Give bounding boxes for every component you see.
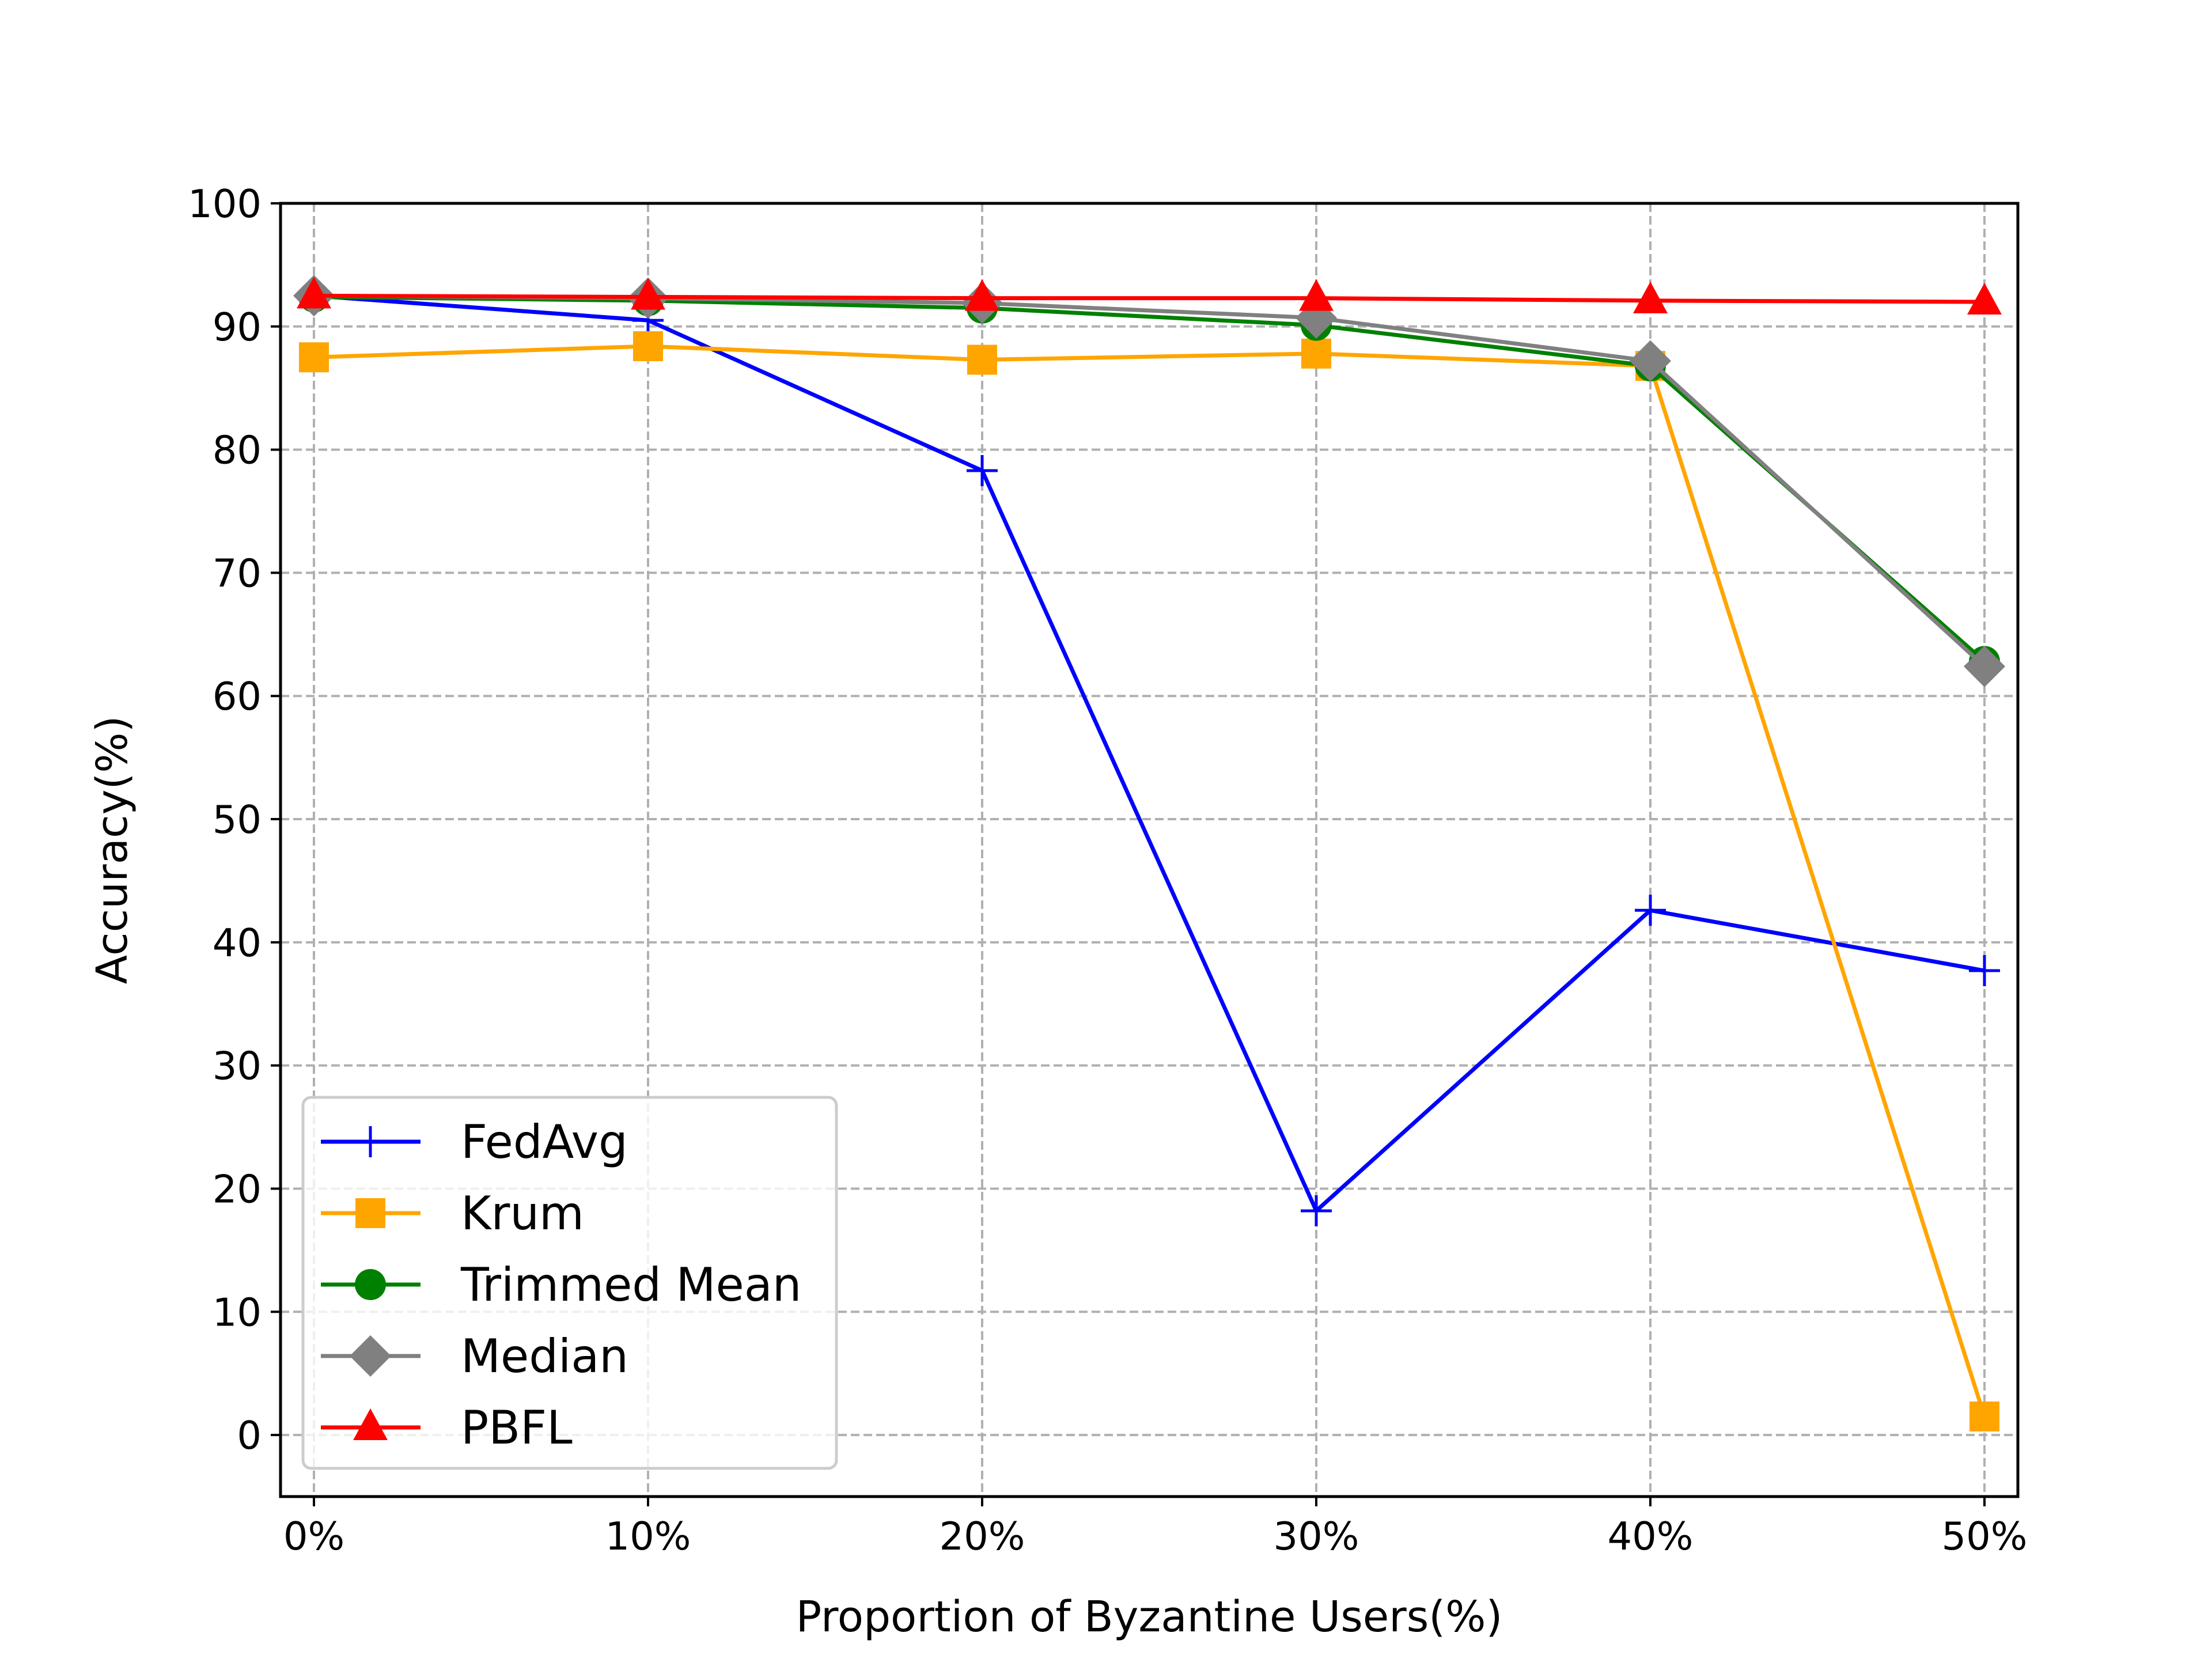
legend-label: PBFL	[461, 1401, 573, 1455]
data-point-pbfl	[965, 279, 999, 311]
legend-label: Trimmed Mean	[460, 1258, 801, 1312]
series-pbfl	[297, 276, 2002, 315]
y-tick-label: 30	[213, 1044, 262, 1089]
data-point-pbfl	[1967, 283, 2002, 315]
data-point-fedavg	[967, 454, 998, 486]
legend-marker-fedavg	[355, 1126, 386, 1157]
data-point-pbfl	[631, 278, 665, 310]
y-tick-label: 80	[213, 428, 262, 473]
y-axis-label: Accuracy(%)	[88, 716, 137, 984]
legend-marker-pbfl	[353, 1408, 388, 1440]
x-tick-label: 40%	[1608, 1514, 1694, 1559]
data-point-median	[1630, 340, 1671, 382]
data-point-fedavg	[1301, 1195, 1332, 1226]
legend-marker-trimmed-mean	[355, 1269, 386, 1300]
data-point-fedavg	[1969, 955, 2000, 987]
data-point-krum	[633, 331, 663, 362]
legend-entry-trimmed-mean: Trimmed Mean	[321, 1258, 801, 1312]
x-tick-label: 20%	[940, 1514, 1025, 1559]
data-point-median	[1964, 645, 2005, 687]
x-tick-label: 50%	[1942, 1514, 2028, 1559]
y-tick-label: 40	[213, 921, 262, 965]
x-axis-label: Proportion of Byzantine Users(%)	[796, 1592, 1503, 1642]
y-tick-label: 20	[213, 1166, 262, 1211]
data-point-krum	[967, 344, 997, 375]
x-tick-label: 10%	[605, 1514, 691, 1559]
series-line-pbfl	[313, 293, 1985, 304]
legend-label: Krum	[461, 1187, 584, 1240]
y-tick-label: 50	[213, 797, 262, 842]
series-line-trimmed-mean	[313, 294, 1986, 663]
y-tick-label: 100	[188, 181, 262, 226]
legend-marker-krum	[355, 1198, 385, 1228]
plot-frame	[279, 202, 2020, 1498]
data-point-krum	[1301, 338, 1331, 369]
y-tick-label: 0	[237, 1413, 262, 1458]
data-point-pbfl	[297, 276, 331, 309]
series-group	[293, 275, 2005, 1432]
legend-entry-median: Median	[321, 1330, 628, 1383]
y-tick-label: 70	[213, 551, 262, 596]
legend-box	[301, 1096, 838, 1470]
legend-entry-krum: Krum	[321, 1187, 584, 1240]
x-tick-label: 30%	[1274, 1514, 1359, 1559]
legend-entry-fedavg: FedAvg	[321, 1115, 628, 1169]
series-line-fedavg	[313, 293, 1985, 1213]
axis-ticks: 0% 10% 20% 30% 40% 50% 0 10 20 30 40 50 60 70 80 90 100	[188, 181, 2027, 1559]
grid	[281, 202, 2018, 1497]
legend: FedAvg Krum Trimmed Mean Median PBFL	[301, 1096, 838, 1470]
data-point-krum	[1969, 1402, 1999, 1432]
data-point-pbfl	[1633, 281, 1668, 313]
data-point-pbfl	[1299, 279, 1334, 311]
legend-label: Median	[461, 1330, 628, 1383]
legend-marker-median	[350, 1335, 391, 1377]
x-tick-label: 0%	[283, 1514, 344, 1559]
y-tick-label: 60	[213, 674, 262, 719]
data-point-krum	[299, 342, 329, 373]
legend-label: FedAvg	[461, 1115, 628, 1169]
y-tick-label: 90	[213, 305, 262, 350]
series-line-krum	[313, 344, 1987, 1418]
y-tick-label: 10	[213, 1290, 262, 1335]
legend-entry-pbfl: PBFL	[321, 1401, 573, 1455]
data-point-fedavg	[1635, 895, 1666, 926]
